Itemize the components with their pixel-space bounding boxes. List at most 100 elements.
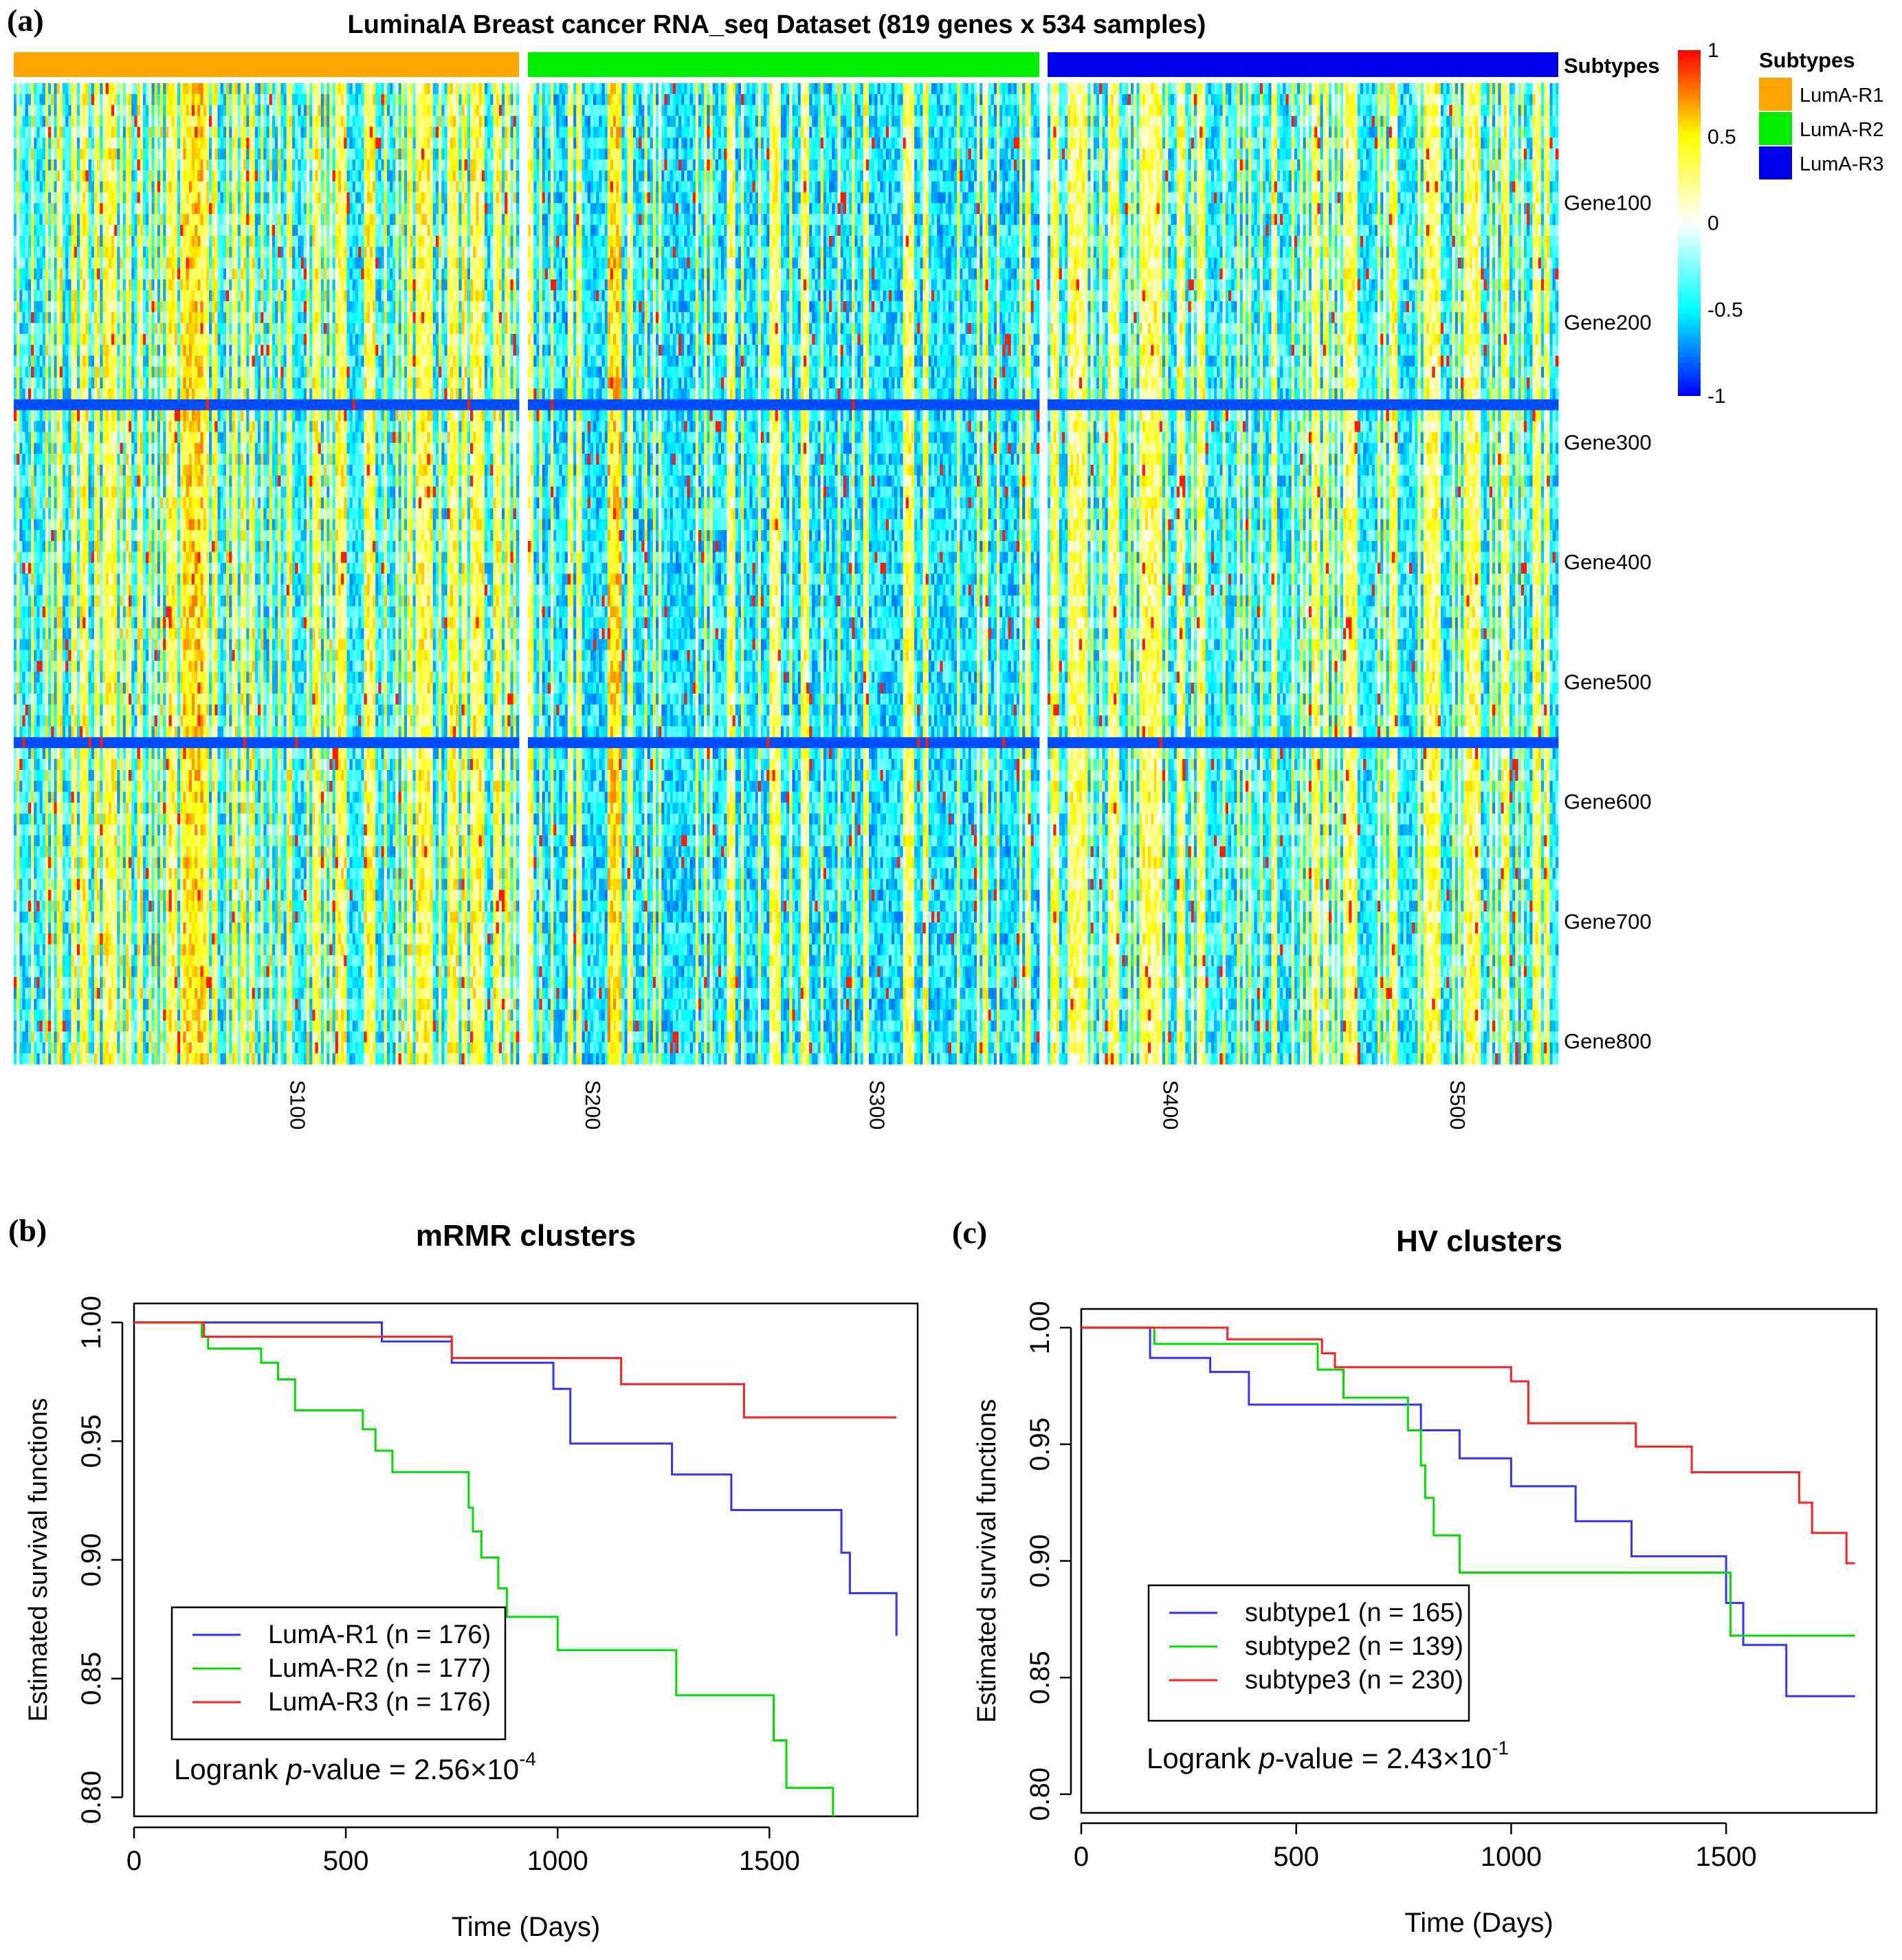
- heatmap-cell: [168, 693, 173, 705]
- heatmap-cell: [157, 464, 161, 476]
- heatmap-cell: [117, 246, 120, 258]
- heatmap-cell: [14, 290, 17, 302]
- heatmap-cell: [45, 901, 49, 912]
- heatmap-cell: [159, 1053, 164, 1065]
- heatmap-cell: [93, 846, 98, 858]
- heatmap-cell: [100, 279, 103, 291]
- heatmap-cell: [163, 464, 166, 476]
- heatmap-cell: [54, 726, 58, 738]
- heatmap-cell: [122, 203, 126, 214]
- heatmap-cell: [74, 432, 78, 443]
- heatmap-cell: [159, 890, 164, 901]
- heatmap-cell: [88, 93, 92, 106]
- heatmap-cell: [117, 475, 120, 487]
- heatmap-cell: [85, 650, 89, 661]
- heatmap-cell: [154, 693, 158, 705]
- heatmap-cell: [16, 606, 20, 618]
- heatmap-cell: [54, 454, 58, 465]
- heatmap-cell: [45, 148, 49, 160]
- heatmap-cell: [54, 988, 58, 1000]
- heatmap-cell: [48, 486, 52, 498]
- heatmap-cell: [71, 759, 75, 771]
- heatmap-cell: [102, 562, 107, 574]
- heatmap-cell: [62, 672, 66, 683]
- heatmap-cell: [42, 181, 46, 192]
- heatmap-cell: [102, 639, 107, 650]
- heatmap-cell: [82, 835, 86, 847]
- heatmap-cell: [120, 126, 124, 138]
- heatmap-cell: [125, 301, 129, 313]
- heatmap-cell: [48, 443, 52, 454]
- heatmap-cell: [105, 977, 109, 989]
- heatmap-cell: [19, 246, 23, 258]
- heatmap-cell: [82, 551, 86, 564]
- heatmap-cell: [27, 530, 32, 542]
- heatmap-cell: [39, 573, 43, 585]
- heatmap-cell: [62, 322, 66, 335]
- heatmap-cell: [120, 966, 124, 978]
- heatmap-cell: [14, 115, 17, 127]
- heatmap-cell: [42, 912, 46, 923]
- heatmap-cell: [51, 693, 54, 705]
- heatmap-cell: [129, 192, 132, 203]
- heatmap-cell: [68, 203, 71, 214]
- heatmap-cell: [97, 759, 100, 771]
- heatmap-cell: [111, 93, 115, 106]
- heatmap-cell: [140, 464, 144, 476]
- heatmap-cell: [19, 214, 23, 225]
- heatmap-cell: [34, 704, 37, 716]
- heatmap-cell: [16, 791, 20, 803]
- heatmap-cell: [74, 715, 78, 727]
- heatmap-cell: [27, 672, 32, 683]
- heatmap-cell: [36, 933, 40, 945]
- heatmap-cell: [91, 639, 95, 650]
- heatmap-cell: [48, 344, 52, 356]
- heatmap-cell: [42, 497, 46, 509]
- heatmap-cell: [154, 998, 158, 1011]
- heatmap-cell: [111, 454, 115, 465]
- heatmap-cell: [71, 497, 75, 509]
- heatmap-cell: [16, 1031, 20, 1043]
- heatmap-cell: [71, 137, 75, 149]
- heatmap-cell: [42, 454, 46, 465]
- heatmap-cell: [105, 344, 109, 356]
- heatmap-cell: [125, 868, 129, 879]
- heatmap-cell: [27, 454, 32, 465]
- heatmap-cell: [42, 737, 46, 749]
- heatmap-cell: [31, 214, 34, 225]
- heatmap-cell: [100, 715, 103, 727]
- heatmap-cell: [154, 115, 158, 127]
- heatmap-cell: [42, 966, 46, 978]
- heatmap-cell: [146, 737, 149, 749]
- heatmap-cell: [25, 203, 29, 214]
- heatmap-cell: [82, 1020, 86, 1032]
- heatmap-cell: [39, 780, 43, 793]
- heatmap-cell: [102, 759, 107, 771]
- heatmap-cell: [97, 497, 100, 509]
- heatmap-cell: [71, 508, 75, 520]
- heatmap-cell: [117, 530, 120, 542]
- heatmap-cell: [117, 584, 120, 596]
- heatmap-cell: [120, 377, 124, 389]
- heatmap-cell: [129, 399, 132, 411]
- heatmap-cell: [48, 769, 52, 782]
- heatmap-cell: [140, 693, 144, 705]
- heatmap-cell: [134, 421, 137, 432]
- heatmap-cell: [36, 966, 40, 978]
- heatmap-cell: [114, 672, 118, 683]
- heatmap-cell: [48, 595, 52, 607]
- heatmap-cell: [82, 464, 86, 476]
- heatmap-cell: [163, 225, 166, 236]
- heatmap-cell: [74, 650, 78, 661]
- heatmap-cell: [51, 443, 54, 454]
- heatmap-cell: [91, 944, 95, 956]
- heatmap-cell: [42, 148, 46, 160]
- heatmap-cell: [39, 879, 43, 890]
- heatmap-cell: [25, 769, 29, 782]
- heatmap-cell: [151, 235, 155, 247]
- heatmap-cell: [137, 214, 141, 225]
- heatmap-cell: [102, 551, 107, 564]
- heatmap-cell: [19, 486, 23, 498]
- heatmap-cell: [131, 508, 135, 520]
- heatmap-cell: [148, 475, 152, 487]
